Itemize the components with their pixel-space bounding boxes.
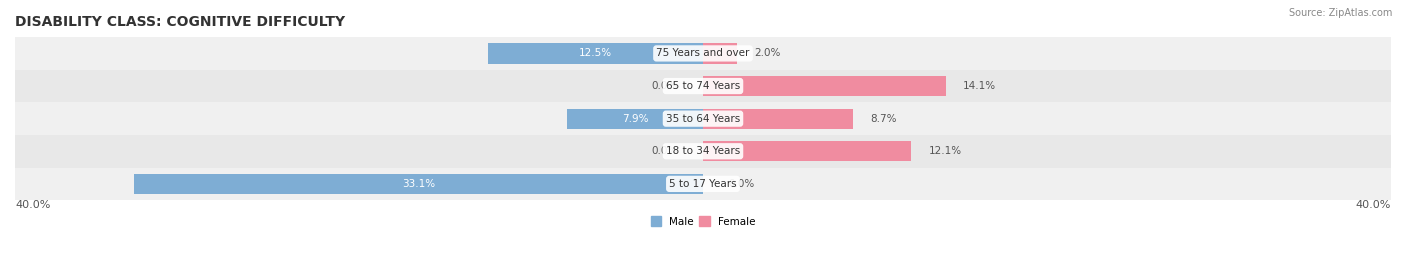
Bar bbox=[15, 135, 1391, 168]
Text: 75 Years and over: 75 Years and over bbox=[657, 48, 749, 58]
Text: 5 to 17 Years: 5 to 17 Years bbox=[669, 179, 737, 189]
Text: 40.0%: 40.0% bbox=[15, 200, 51, 210]
Bar bbox=[488, 43, 703, 63]
Bar bbox=[567, 108, 703, 129]
Text: 35 to 64 Years: 35 to 64 Years bbox=[666, 114, 740, 124]
Bar bbox=[15, 70, 1391, 102]
Bar bbox=[703, 141, 911, 161]
Bar bbox=[15, 37, 1391, 70]
Text: 65 to 74 Years: 65 to 74 Years bbox=[666, 81, 740, 91]
Text: Source: ZipAtlas.com: Source: ZipAtlas.com bbox=[1288, 8, 1392, 18]
Text: 14.1%: 14.1% bbox=[963, 81, 995, 91]
Text: 18 to 34 Years: 18 to 34 Years bbox=[666, 146, 740, 156]
Text: 40.0%: 40.0% bbox=[1355, 200, 1391, 210]
Text: 12.1%: 12.1% bbox=[928, 146, 962, 156]
Bar bbox=[703, 76, 945, 96]
Bar bbox=[15, 168, 1391, 200]
Text: 8.7%: 8.7% bbox=[870, 114, 897, 124]
Text: 12.5%: 12.5% bbox=[579, 48, 612, 58]
Text: 2.0%: 2.0% bbox=[755, 48, 780, 58]
Text: 33.1%: 33.1% bbox=[402, 179, 434, 189]
Bar bbox=[15, 102, 1391, 135]
Text: 7.9%: 7.9% bbox=[621, 114, 648, 124]
Text: 0.0%: 0.0% bbox=[651, 146, 678, 156]
Text: DISABILITY CLASS: COGNITIVE DIFFICULTY: DISABILITY CLASS: COGNITIVE DIFFICULTY bbox=[15, 15, 344, 29]
Text: 0.0%: 0.0% bbox=[728, 179, 755, 189]
Bar bbox=[703, 108, 852, 129]
Bar bbox=[703, 43, 737, 63]
Bar bbox=[134, 174, 703, 194]
Text: 0.0%: 0.0% bbox=[651, 81, 678, 91]
Legend: Male, Female: Male, Female bbox=[647, 212, 759, 231]
